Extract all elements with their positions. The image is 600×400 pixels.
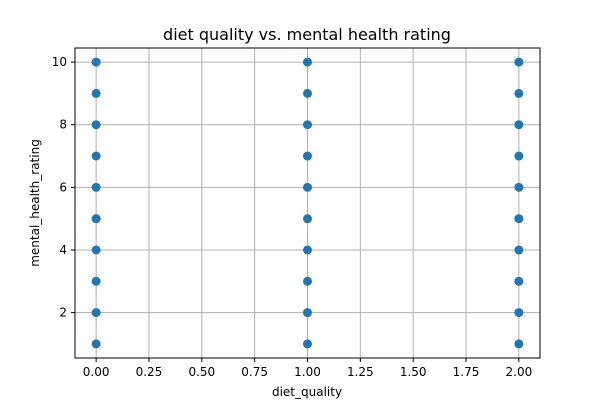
data-point xyxy=(91,276,101,286)
data-point xyxy=(303,57,312,67)
data-point xyxy=(91,182,101,192)
x-tick-label: 0.00 xyxy=(83,365,110,379)
y-tick-label: 10 xyxy=(52,55,67,69)
y-tick-label: 2 xyxy=(59,306,67,320)
data-point xyxy=(303,151,312,161)
data-point xyxy=(91,339,101,349)
data-point xyxy=(514,245,524,255)
data-point xyxy=(514,151,524,161)
data-point xyxy=(91,120,101,130)
data-point xyxy=(303,276,312,286)
x-tick-label: 1.50 xyxy=(400,365,427,379)
x-axis-label: diet_quality xyxy=(272,385,342,399)
y-tick-label: 8 xyxy=(59,118,67,132)
x-axis-ticks: 0.00 0.25 0.50 0.75 1.00 1.25 1.50 1.75 2.00 xyxy=(83,358,532,379)
data-point xyxy=(514,276,524,286)
data-point xyxy=(303,120,312,130)
y-tick-label: 6 xyxy=(59,180,67,194)
data-point xyxy=(514,308,524,318)
data-point xyxy=(303,308,312,318)
x-tick-label: 0.25 xyxy=(136,365,163,379)
points-layer xyxy=(91,57,524,349)
x-tick-label: 1.00 xyxy=(294,365,321,379)
x-tick-label: 2.00 xyxy=(506,365,533,379)
data-point xyxy=(91,245,101,255)
y-axis-ticks: 2 4 6 8 10 xyxy=(52,55,75,320)
data-point xyxy=(514,120,524,130)
x-tick-label: 0.50 xyxy=(188,365,215,379)
data-point xyxy=(514,339,524,349)
data-point xyxy=(303,182,312,192)
data-point xyxy=(91,88,101,98)
data-point xyxy=(91,308,101,318)
data-point xyxy=(303,214,312,224)
data-point xyxy=(91,214,101,224)
y-tick-label: 4 xyxy=(59,243,67,257)
data-point xyxy=(303,88,312,98)
data-point xyxy=(91,151,101,161)
data-point xyxy=(303,339,312,349)
data-point xyxy=(91,57,101,67)
x-tick-label: 1.25 xyxy=(347,365,374,379)
y-axis-label: mental_health_rating xyxy=(28,139,42,267)
x-tick-label: 1.75 xyxy=(453,365,480,379)
x-tick-label: 0.75 xyxy=(241,365,268,379)
data-point xyxy=(514,88,524,98)
data-point xyxy=(303,245,312,255)
data-point xyxy=(514,182,524,192)
data-point xyxy=(514,57,524,67)
data-point xyxy=(514,214,524,224)
chart-title: diet quality vs. mental health rating xyxy=(163,25,451,44)
